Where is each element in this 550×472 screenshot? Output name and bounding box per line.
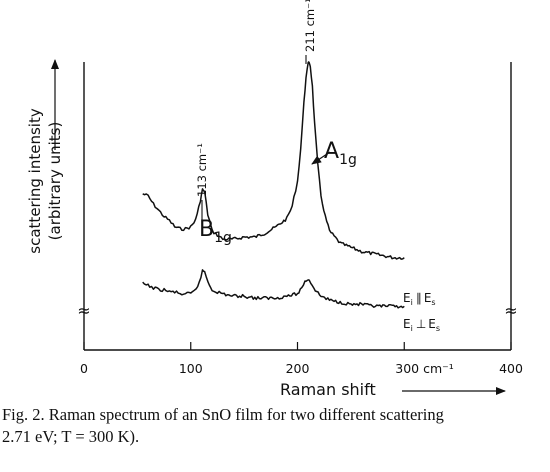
series-parallel-line xyxy=(142,61,405,260)
series-perpendicular-line xyxy=(142,269,405,309)
x-tick-label-400: 400 xyxy=(499,361,523,376)
y-axis-label: scattering intensity xyxy=(26,108,44,254)
series-parallel-label: Ei ∥ Es xyxy=(403,291,436,307)
b1g-mode-label: B1g xyxy=(199,217,232,246)
y-axis-label-units: (arbitrary units) xyxy=(46,122,64,241)
series-perpendicular-label: Ei ⊥ Es xyxy=(403,317,440,333)
x-ticks: 0 100 200 300 cm⁻¹ 400 xyxy=(80,342,523,376)
caption-line-2: 2.71 eV; T = 300 K). xyxy=(2,427,140,446)
peak-113-label: 113 cm⁻¹ xyxy=(195,143,209,197)
axis-break-left: ≈ xyxy=(77,301,90,320)
peak-211-label: 211 cm⁻¹ xyxy=(303,0,317,52)
figure-caption: Fig. 2. Raman spectrum of an SnO film fo… xyxy=(2,404,548,448)
x-axis-label: Raman shift xyxy=(280,380,376,399)
axis-break-right: ≈ xyxy=(504,301,517,320)
x-tick-label-100: 100 xyxy=(179,361,203,376)
a1g-mode-label: A1g xyxy=(324,139,357,168)
caption-line-1: Fig. 2. Raman spectrum of an SnO film fo… xyxy=(2,405,444,424)
x-tick-label-200: 200 xyxy=(286,361,310,376)
x-tick-label-300: 300 cm⁻¹ xyxy=(395,361,454,376)
a1g-pointer xyxy=(311,151,331,165)
x-tick-label-0: 0 xyxy=(80,361,88,376)
